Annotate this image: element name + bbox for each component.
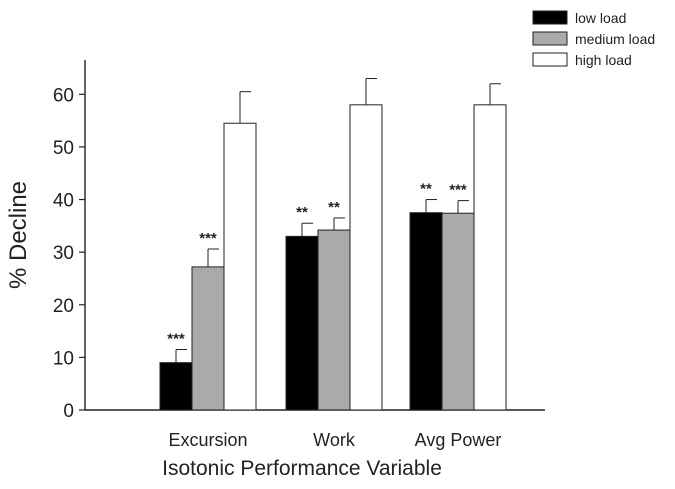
bar bbox=[223, 122, 257, 411]
bar bbox=[473, 104, 507, 411]
y-tick-label: 10 bbox=[53, 348, 74, 369]
significance-label: ** bbox=[420, 181, 432, 198]
significance-label: *** bbox=[449, 182, 467, 199]
y-tick-label: 30 bbox=[53, 243, 74, 264]
significance-label: *** bbox=[199, 230, 217, 247]
x-category-label: Excursion bbox=[168, 430, 247, 450]
x-category-label: Avg Power bbox=[415, 430, 502, 450]
legend-label: high load bbox=[575, 52, 632, 68]
legend-swatch bbox=[532, 10, 568, 25]
bar bbox=[159, 362, 193, 411]
x-category-label: Work bbox=[313, 430, 356, 450]
bar bbox=[441, 212, 475, 411]
y-tick-label: 0 bbox=[63, 401, 74, 422]
y-tick-label: 20 bbox=[53, 296, 74, 317]
y-tick-label: 40 bbox=[53, 191, 74, 212]
bar bbox=[191, 266, 225, 411]
significance-label: ** bbox=[296, 204, 308, 221]
significance-label: ** bbox=[328, 199, 340, 216]
y-tick-label: 60 bbox=[53, 85, 74, 106]
legend: low load medium load high load bbox=[532, 10, 655, 68]
x-axis-title: Isotonic Performance Variable bbox=[162, 457, 442, 480]
legend-swatch bbox=[532, 52, 568, 67]
legend-swatch bbox=[532, 31, 568, 46]
bar bbox=[317, 229, 351, 411]
y-axis-title: % Decline bbox=[5, 181, 32, 289]
legend-label: low load bbox=[575, 10, 626, 26]
bar bbox=[349, 104, 383, 411]
bar bbox=[409, 212, 443, 411]
y-tick-label: 50 bbox=[53, 138, 74, 159]
significance-label: *** bbox=[167, 330, 185, 347]
legend-label: medium load bbox=[575, 31, 655, 47]
bar bbox=[285, 235, 319, 411]
